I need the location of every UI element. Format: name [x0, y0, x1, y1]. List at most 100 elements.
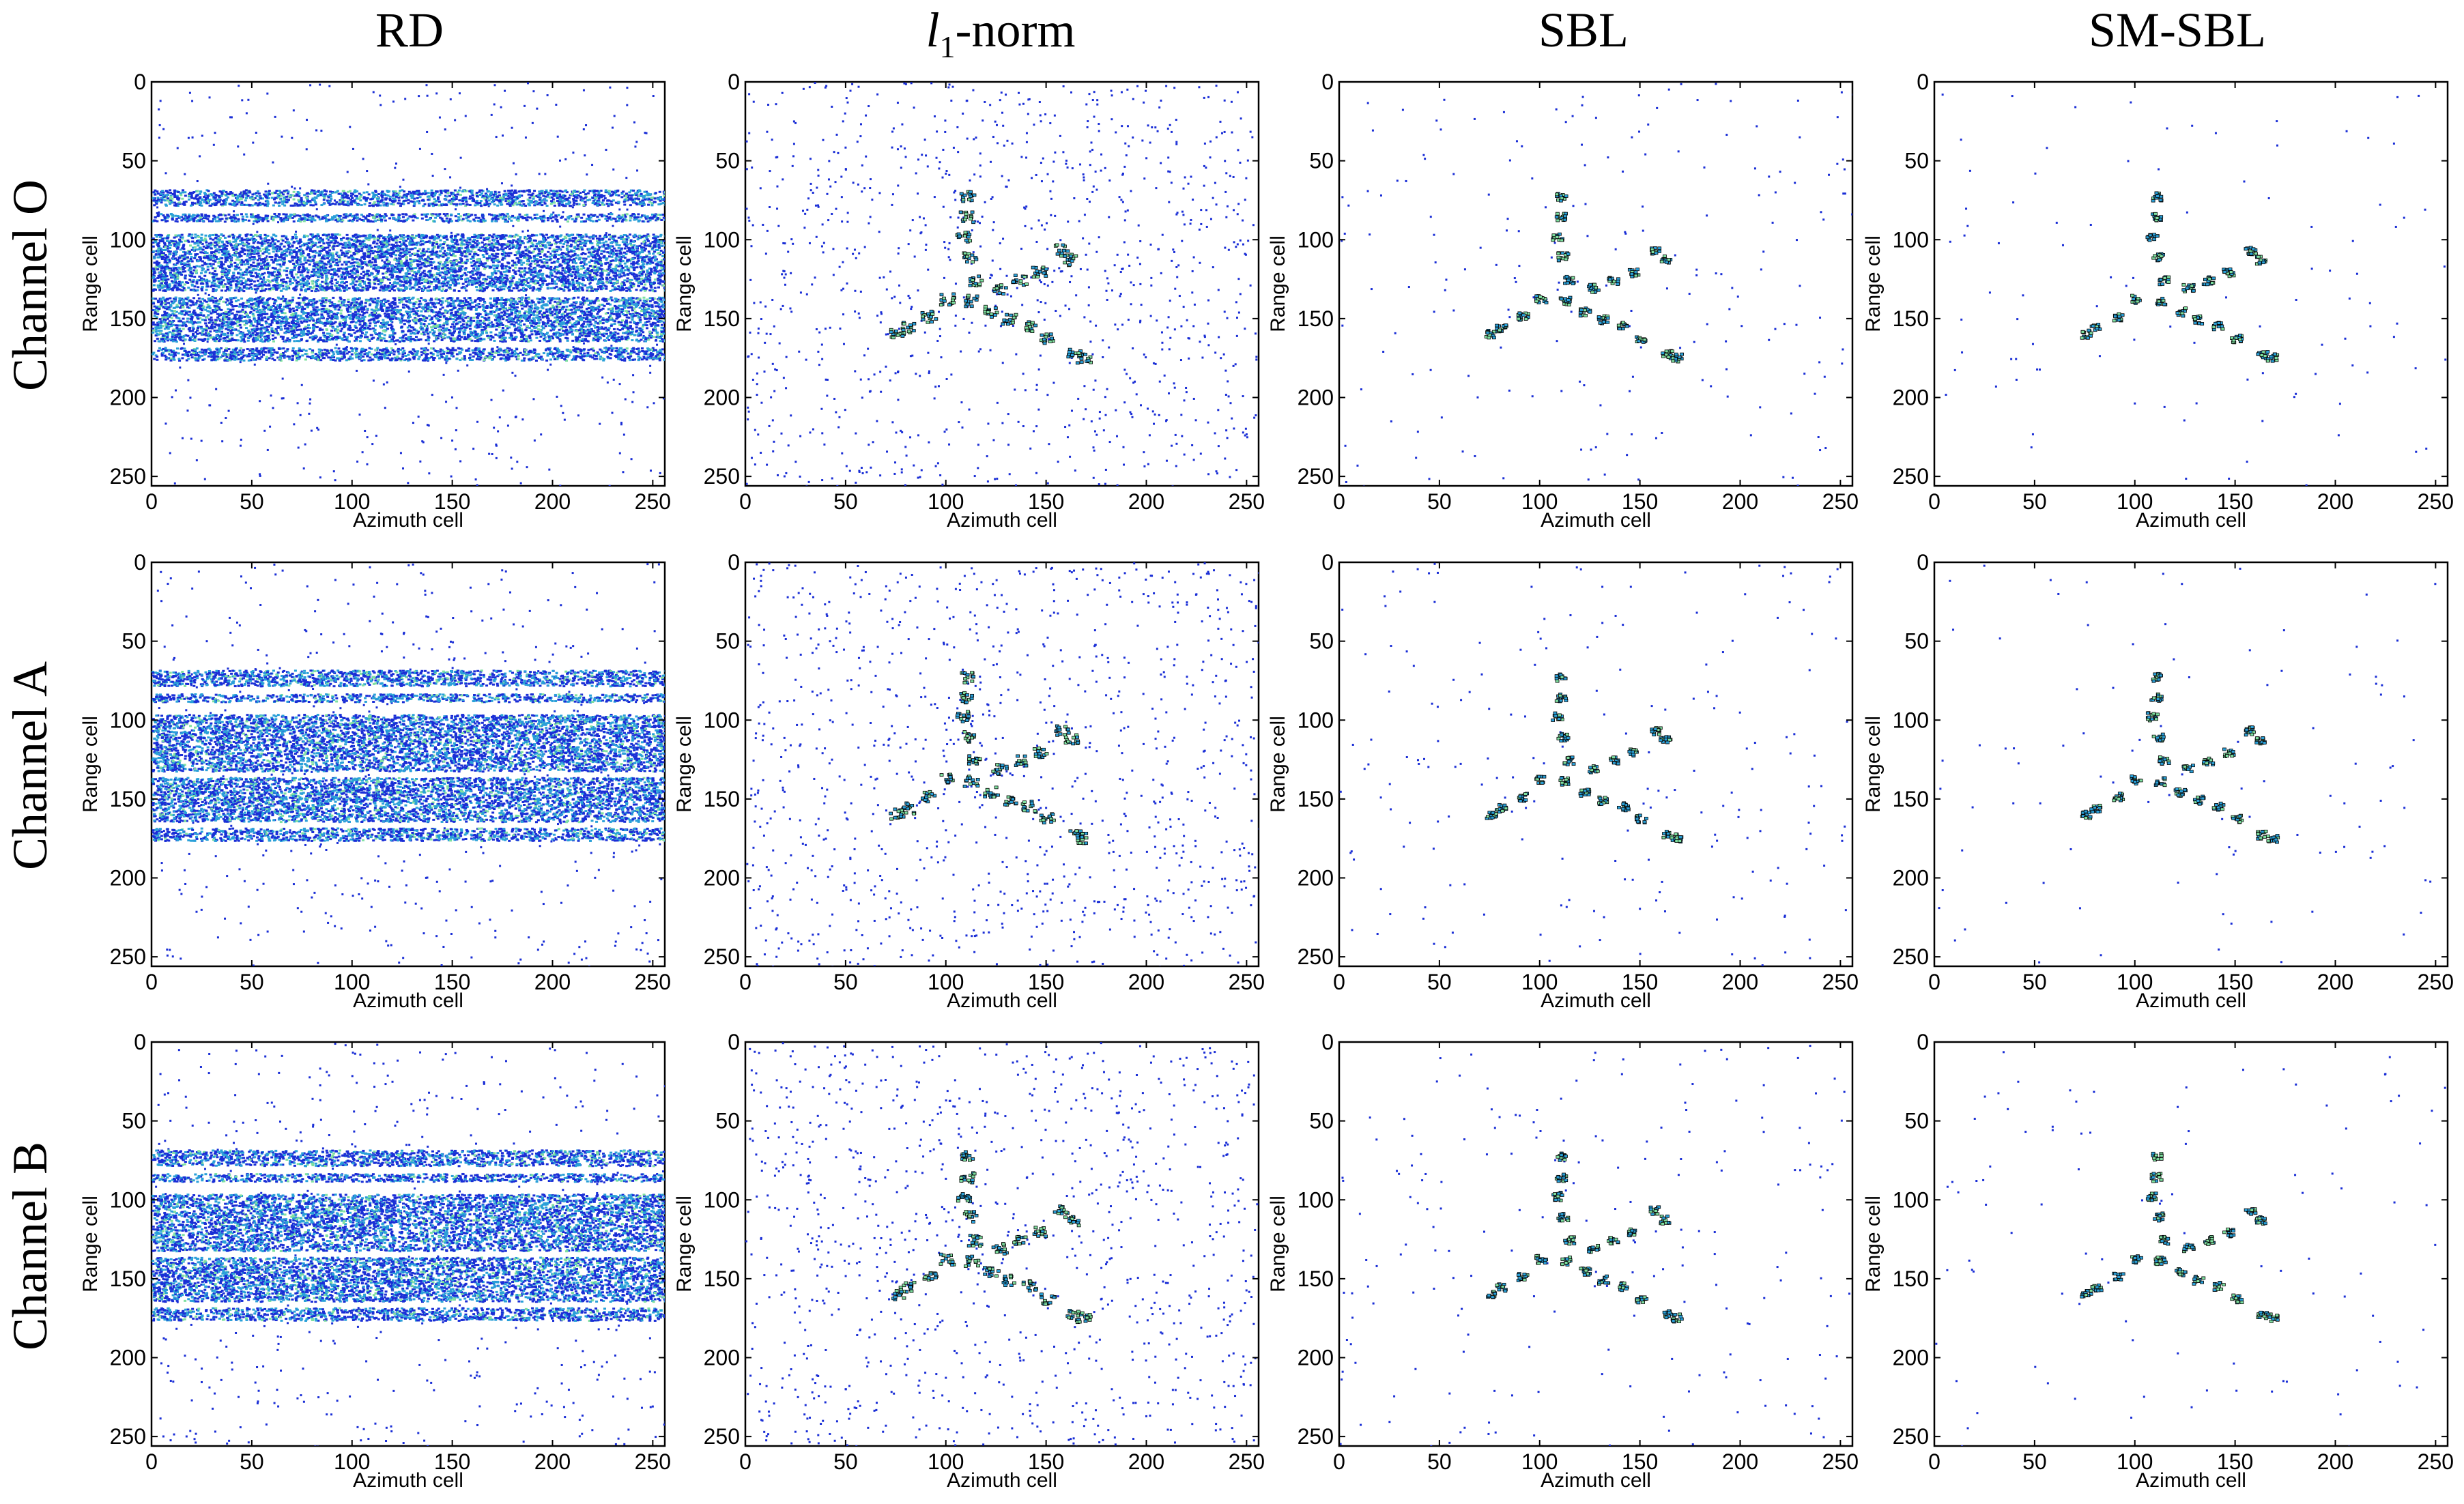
band-pixel: [231, 194, 235, 197]
band-pixel: [394, 194, 397, 197]
band-pixel: [349, 265, 352, 268]
band-pixel: [596, 204, 599, 207]
band-pixel: [274, 197, 277, 199]
band-pixel: [517, 202, 521, 205]
band-pixel: [388, 199, 392, 201]
band-pixel: [545, 205, 549, 207]
band-pixel: [655, 265, 659, 267]
band-pixel: [265, 258, 268, 261]
band-pixel: [175, 246, 178, 248]
band-pixel: [457, 261, 461, 264]
band-pixel: [614, 277, 617, 280]
band-pixel: [164, 203, 167, 206]
band-pixel: [562, 255, 565, 257]
noise-pixel: [500, 106, 502, 109]
band-pixel: [266, 235, 270, 237]
band-pixel: [152, 269, 156, 272]
band-pixel: [254, 272, 257, 274]
band-pixel: [482, 194, 485, 197]
band-pixel: [591, 197, 594, 199]
noise-pixel: [208, 272, 211, 274]
band-pixel: [444, 198, 447, 201]
band-pixel: [390, 235, 393, 238]
band-pixel: [438, 193, 442, 196]
band-pixel: [259, 290, 263, 293]
band-pixel: [354, 189, 357, 192]
band-pixel: [636, 257, 640, 260]
band-pixel: [329, 190, 332, 193]
band-pixel: [512, 192, 515, 194]
noise-pixel: [309, 398, 312, 401]
band-pixel: [367, 256, 371, 259]
band-pixel: [492, 267, 496, 270]
band-pixel: [344, 216, 347, 219]
band-pixel: [261, 220, 265, 222]
band-pixel: [266, 214, 270, 217]
band-pixel: [461, 218, 465, 220]
band-pixel: [638, 244, 642, 247]
band-pixel: [575, 190, 579, 193]
band-pixel: [216, 235, 220, 237]
band-pixel: [498, 199, 502, 202]
band-pixel: [302, 242, 306, 245]
noise-pixel: [238, 85, 240, 87]
band-pixel: [567, 216, 570, 218]
band-pixel: [468, 197, 472, 200]
band-pixel: [476, 268, 480, 271]
band-pixel: [158, 283, 162, 285]
band-pixel: [461, 197, 465, 200]
noise-pixel: [533, 439, 536, 442]
band-pixel: [402, 236, 405, 239]
band-pixel: [405, 240, 408, 242]
band-pixel: [201, 219, 205, 222]
band-pixel: [280, 191, 283, 194]
band-pixel: [390, 267, 394, 270]
band-pixel: [214, 259, 217, 261]
band-pixel: [485, 201, 489, 203]
band-pixel: [266, 205, 269, 207]
band-pixel: [377, 257, 380, 260]
band-pixel: [597, 218, 601, 221]
noise-pixel: [362, 158, 364, 160]
band-pixel: [314, 201, 317, 204]
band-pixel: [430, 194, 433, 197]
band-pixel: [291, 204, 295, 207]
band-pixel: [374, 220, 377, 222]
band-pixel: [511, 242, 514, 244]
band-pixel: [608, 261, 612, 264]
band-pixel: [601, 199, 605, 202]
band-pixel: [446, 189, 450, 192]
band-pixel: [266, 200, 270, 203]
band-pixel: [411, 200, 414, 203]
band-pixel: [650, 202, 654, 205]
band-pixel: [214, 197, 217, 199]
noise-pixel: [549, 363, 552, 366]
band-pixel: [602, 203, 605, 206]
noise-pixel: [487, 205, 490, 207]
band-pixel: [545, 199, 548, 202]
band-pixel: [383, 251, 386, 254]
band-pixel: [624, 265, 627, 268]
band-pixel: [158, 200, 162, 203]
band-pixel: [623, 218, 627, 220]
band-pixel: [610, 249, 614, 252]
band-pixel: [198, 197, 201, 200]
noise-pixel: [392, 100, 395, 103]
band-pixel: [450, 274, 453, 277]
band-pixel: [296, 204, 300, 207]
band-pixel: [541, 220, 544, 222]
noise-pixel: [474, 478, 477, 481]
band-pixel: [508, 190, 512, 192]
band-pixel: [588, 276, 592, 278]
noise-pixel: [152, 273, 155, 276]
noise-pixel: [164, 319, 167, 321]
band-pixel: [373, 236, 376, 239]
band-pixel: [157, 198, 160, 201]
band-pixel: [321, 234, 325, 237]
band-pixel: [451, 199, 455, 202]
band-pixel: [471, 194, 474, 197]
band-pixel: [382, 243, 386, 246]
band-pixel: [215, 194, 218, 197]
band-pixel: [383, 264, 386, 267]
band-pixel: [362, 220, 365, 222]
